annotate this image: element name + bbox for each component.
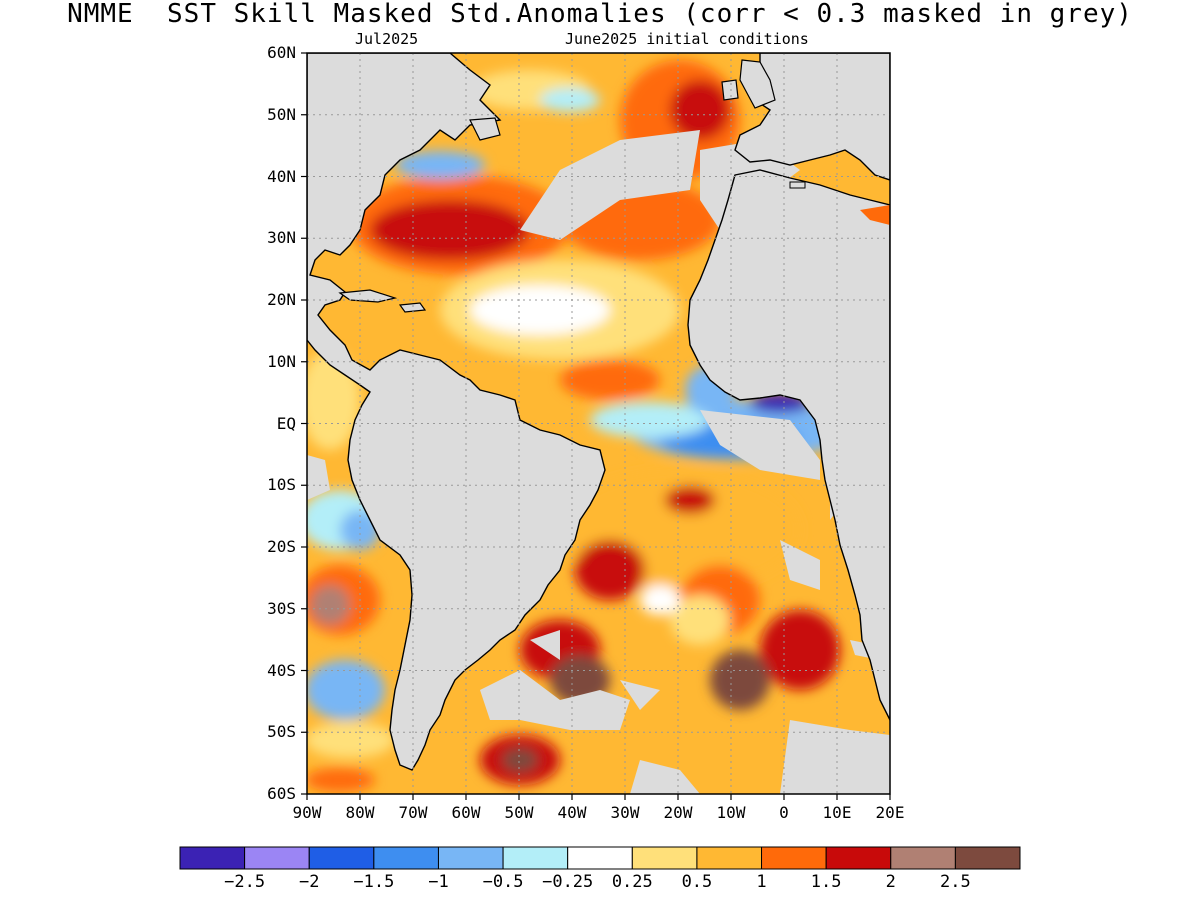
hispaniola-land bbox=[398, 302, 427, 313]
colorbar-swatch bbox=[954, 846, 1021, 870]
lon-label: 60W bbox=[451, 803, 481, 822]
colorbar-label: −1.5 bbox=[353, 872, 395, 892]
lat-label: 10N bbox=[267, 351, 296, 371]
lat-label: 60S bbox=[267, 784, 296, 803]
colorbar-swatch bbox=[373, 846, 439, 870]
lon-label: 0 bbox=[779, 803, 789, 822]
lat-label: EQ bbox=[276, 413, 296, 433]
colorbar-swatch bbox=[567, 846, 633, 870]
newfoundland-land bbox=[469, 117, 501, 141]
lon-label: 10W bbox=[716, 803, 746, 822]
colorbar-swatch bbox=[502, 846, 569, 870]
lat-label: 50N bbox=[267, 104, 296, 124]
map-title: NMME SST Skill Masked Std.Anomalies (cor… bbox=[67, 0, 1133, 29]
lat-label: 10S bbox=[267, 475, 296, 495]
lat-label: 40S bbox=[267, 660, 296, 680]
colorbar-label: −0.5 bbox=[482, 872, 524, 892]
colorbar-swatch bbox=[761, 846, 827, 870]
lat-label: 50S bbox=[267, 722, 296, 742]
lon-label: 80W bbox=[345, 803, 375, 822]
lon-label: 90W bbox=[292, 803, 322, 822]
lat-label: 40N bbox=[267, 166, 296, 186]
north-america-land bbox=[307, 53, 606, 771]
britain-land bbox=[739, 59, 776, 109]
colorbar-swatch bbox=[437, 846, 504, 870]
colorbar-swatch bbox=[179, 846, 246, 870]
colorbar-label: −2 bbox=[298, 872, 320, 892]
colorbar-swatch bbox=[631, 846, 698, 870]
lon-label: 20W bbox=[663, 803, 693, 822]
lat-label: 30S bbox=[267, 598, 296, 618]
colorbar-label: 2.5 bbox=[940, 872, 971, 892]
lat-label: 20N bbox=[267, 290, 296, 309]
lon-label: 40W bbox=[557, 803, 587, 822]
forecast-month: Jul2025 bbox=[355, 30, 419, 48]
colorbar-label: −2.5 bbox=[224, 872, 266, 892]
colorbar-swatch bbox=[696, 846, 763, 870]
lat-label: 20S bbox=[267, 537, 296, 556]
grid-lines bbox=[307, 53, 890, 794]
lon-label: 30W bbox=[610, 803, 640, 822]
ireland-land bbox=[721, 79, 739, 101]
lon-label: 70W bbox=[398, 803, 428, 822]
balearic-land bbox=[789, 181, 806, 189]
lon-label: 50W bbox=[504, 803, 534, 822]
colorbar-swatch bbox=[244, 846, 310, 870]
lat-label: 60N bbox=[267, 43, 296, 62]
med-anomaly bbox=[860, 205, 890, 225]
initial-conditions-label: June2025 initial conditions bbox=[565, 30, 809, 48]
colorbar-label: 0.25 bbox=[611, 872, 653, 892]
colorbar-label: 1 bbox=[756, 872, 767, 892]
colorbar-label: 2 bbox=[885, 872, 896, 892]
colorbar-label: 1.5 bbox=[810, 872, 842, 892]
lon-label: 10E bbox=[822, 803, 852, 822]
axis-ticks bbox=[301, 52, 891, 800]
colorbar-swatch bbox=[825, 846, 892, 870]
africa-land bbox=[687, 169, 890, 721]
colorbar-swatch bbox=[308, 846, 375, 870]
lon-label: 20E bbox=[875, 803, 905, 822]
colorbar bbox=[179, 846, 1021, 870]
colorbar-label: −1 bbox=[428, 872, 449, 892]
colorbar-label: −0.25 bbox=[542, 872, 594, 892]
lat-label: 30N bbox=[267, 228, 296, 248]
europe-land bbox=[734, 53, 890, 181]
colorbar-swatch bbox=[890, 846, 956, 870]
colorbar-label: 0.5 bbox=[681, 872, 713, 892]
